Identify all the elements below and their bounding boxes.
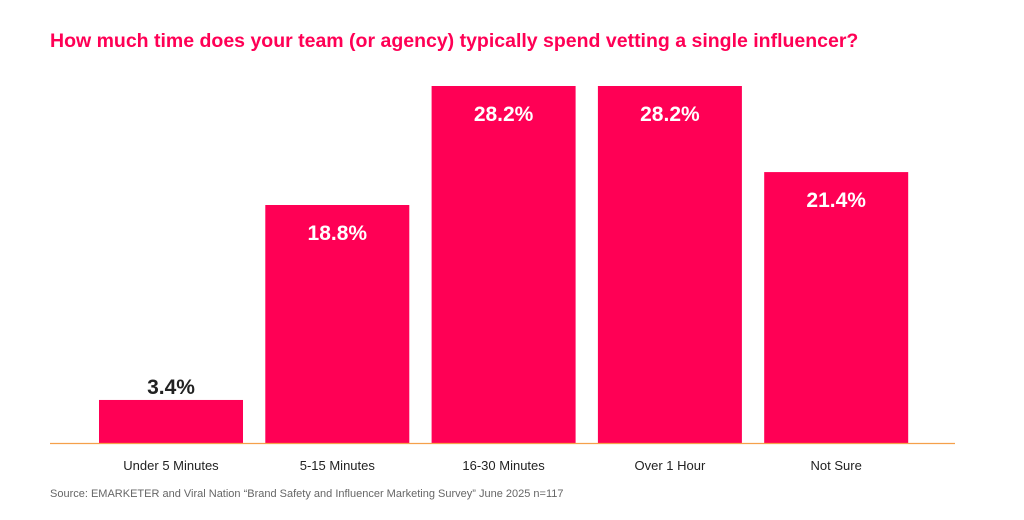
bar — [764, 172, 909, 443]
x-tick-label: Over 1 Hour — [634, 458, 705, 473]
data-label: 21.4% — [806, 189, 866, 212]
data-label: 18.8% — [308, 222, 368, 245]
x-tick-label: Under 5 Minutes — [123, 458, 219, 473]
bar — [265, 205, 410, 443]
data-label: 28.2% — [474, 103, 534, 126]
bar — [99, 399, 243, 443]
data-label: 3.4% — [147, 376, 195, 399]
x-tick-label: 5-15 Minutes — [300, 458, 376, 473]
x-tick-label: 16-30 Minutes — [462, 458, 545, 473]
data-label: 28.2% — [640, 103, 700, 126]
x-tick-label: Not Sure — [811, 458, 862, 473]
chart-title: How much time does your team (or agency)… — [50, 30, 859, 52]
source-note: Source: EMARKETER and Viral Nation “Bran… — [50, 488, 564, 500]
bar — [431, 86, 576, 443]
bar — [597, 86, 742, 443]
